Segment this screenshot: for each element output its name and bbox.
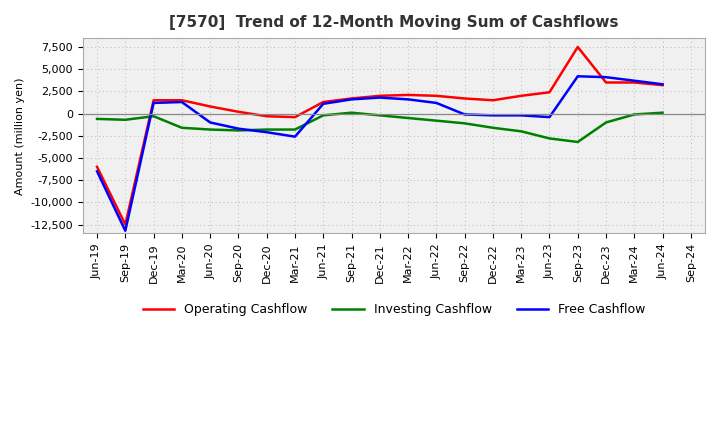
Operating Cashflow <box>93 164 102 169</box>
Operating Cashflow <box>460 96 469 101</box>
Investing Cashflow <box>573 139 582 145</box>
Investing Cashflow <box>149 114 158 119</box>
Operating Cashflow <box>602 80 611 85</box>
Investing Cashflow <box>347 110 356 115</box>
Line: Free Cashflow: Free Cashflow <box>97 76 662 231</box>
Operating Cashflow <box>347 96 356 101</box>
Free Cashflow <box>602 74 611 80</box>
Free Cashflow <box>376 95 384 100</box>
Free Cashflow <box>262 129 271 135</box>
Free Cashflow <box>149 100 158 106</box>
Operating Cashflow <box>404 92 413 98</box>
Free Cashflow <box>234 126 243 131</box>
Operating Cashflow <box>517 93 526 99</box>
Investing Cashflow <box>545 136 554 141</box>
Free Cashflow <box>517 113 526 118</box>
Operating Cashflow <box>489 98 498 103</box>
Investing Cashflow <box>376 113 384 118</box>
Operating Cashflow <box>234 109 243 114</box>
Free Cashflow <box>432 100 441 106</box>
Free Cashflow <box>347 97 356 102</box>
Operating Cashflow <box>432 93 441 99</box>
Investing Cashflow <box>630 112 639 117</box>
Operating Cashflow <box>121 222 130 227</box>
Free Cashflow <box>291 134 300 139</box>
Free Cashflow <box>404 97 413 102</box>
Free Cashflow <box>121 228 130 233</box>
Investing Cashflow <box>234 128 243 133</box>
Operating Cashflow <box>291 114 300 120</box>
Free Cashflow <box>545 114 554 120</box>
Legend: Operating Cashflow, Investing Cashflow, Free Cashflow: Operating Cashflow, Investing Cashflow, … <box>138 298 650 321</box>
Operating Cashflow <box>630 80 639 85</box>
Investing Cashflow <box>517 128 526 134</box>
Operating Cashflow <box>573 44 582 50</box>
Free Cashflow <box>178 99 186 105</box>
Free Cashflow <box>573 73 582 79</box>
Y-axis label: Amount (million yen): Amount (million yen) <box>15 77 25 194</box>
Investing Cashflow <box>658 110 667 115</box>
Free Cashflow <box>630 78 639 83</box>
Free Cashflow <box>319 101 328 106</box>
Investing Cashflow <box>460 121 469 126</box>
Operating Cashflow <box>206 104 215 109</box>
Operating Cashflow <box>658 83 667 88</box>
Investing Cashflow <box>121 117 130 122</box>
Investing Cashflow <box>178 125 186 130</box>
Investing Cashflow <box>319 113 328 118</box>
Free Cashflow <box>206 120 215 125</box>
Free Cashflow <box>489 113 498 118</box>
Investing Cashflow <box>602 120 611 125</box>
Operating Cashflow <box>545 90 554 95</box>
Free Cashflow <box>460 112 469 117</box>
Investing Cashflow <box>262 127 271 132</box>
Free Cashflow <box>93 169 102 174</box>
Title: [7570]  Trend of 12-Month Moving Sum of Cashflows: [7570] Trend of 12-Month Moving Sum of C… <box>169 15 618 30</box>
Operating Cashflow <box>376 93 384 99</box>
Investing Cashflow <box>93 116 102 121</box>
Investing Cashflow <box>404 115 413 121</box>
Operating Cashflow <box>262 114 271 119</box>
Investing Cashflow <box>489 125 498 130</box>
Operating Cashflow <box>178 98 186 103</box>
Line: Operating Cashflow: Operating Cashflow <box>97 47 662 224</box>
Line: Investing Cashflow: Investing Cashflow <box>97 113 662 142</box>
Investing Cashflow <box>206 127 215 132</box>
Free Cashflow <box>658 82 667 87</box>
Investing Cashflow <box>291 127 300 132</box>
Investing Cashflow <box>432 118 441 123</box>
Operating Cashflow <box>319 99 328 105</box>
Operating Cashflow <box>149 98 158 103</box>
